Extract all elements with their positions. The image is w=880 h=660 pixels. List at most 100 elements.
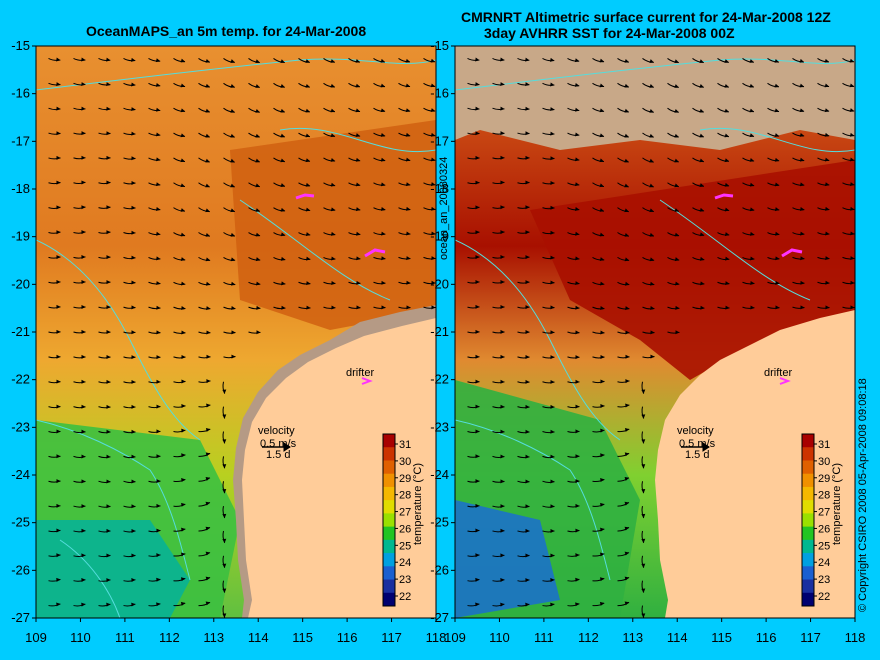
left-velocity-arrowhead xyxy=(131,180,136,185)
left-velocity-arrowhead xyxy=(280,256,286,261)
right-velocity-arrowhead xyxy=(624,232,629,237)
right-x-tick-label: 114 xyxy=(667,630,688,645)
left-velocity-arrowhead xyxy=(156,157,161,162)
left-velocity-arrowhead xyxy=(156,132,161,137)
left-y-tick-label: -25 xyxy=(11,515,30,530)
left-velocity-arrowhead xyxy=(305,232,311,237)
left-colorbar-swatch xyxy=(383,486,395,501)
left-velocity-arrowhead xyxy=(256,305,261,310)
left-colorbar-tick-label: 27 xyxy=(399,507,411,519)
right-velocity-arrowhead xyxy=(475,230,480,235)
left-velocity-arrowhead xyxy=(405,132,411,137)
right-velocity-arrowhead xyxy=(475,205,480,210)
right-colorbar-tick-label: 23 xyxy=(818,574,830,586)
left-velocity-arrowhead xyxy=(181,306,186,310)
left-y-tick-label: -19 xyxy=(11,229,30,244)
right-velocity-arrowhead xyxy=(525,205,530,210)
left-velocity-arrowhead xyxy=(430,157,436,162)
left-velocity-arrowhead xyxy=(255,59,260,64)
right-velocity-arrowhead xyxy=(575,577,580,582)
right-velocity-arrowhead xyxy=(525,429,530,434)
right-velocity-arrowhead xyxy=(475,528,480,533)
right-velocity-arrowhead xyxy=(799,58,804,63)
right-velocity-arrowhead xyxy=(525,305,530,310)
left-velocity-arrowhead xyxy=(106,255,111,260)
right-velocity-arrowhead xyxy=(500,304,505,309)
left-colorbar-swatch xyxy=(383,592,395,607)
right-velocity-arrowhead xyxy=(600,281,605,286)
right-velocity-arrowhead xyxy=(649,59,654,63)
right-velocity-arrowhead xyxy=(575,429,580,434)
left-colorbar-swatch xyxy=(383,500,395,514)
left-velocity-arrowhead xyxy=(256,330,261,335)
right-velocity-arrowhead xyxy=(624,83,629,88)
left-velocity-arrowhead xyxy=(106,82,111,87)
left-velocity-arrowhead xyxy=(330,108,335,113)
right-velocity-arrowhead xyxy=(525,454,530,459)
left-velocity-arrowhead xyxy=(106,280,111,285)
right-velocity-arrowhead xyxy=(575,528,580,533)
right-velocity-arrowhead xyxy=(799,133,805,137)
left-velocity-arrowhead xyxy=(106,602,111,607)
right-colorbar-swatch xyxy=(802,566,814,581)
right-velocity-arrowhead xyxy=(825,182,830,187)
right-velocity-arrowhead xyxy=(600,453,605,458)
left-velocity-arrowhead xyxy=(180,577,186,582)
left-velocity-arrowhead xyxy=(331,231,336,236)
right-velocity-arrowhead xyxy=(475,429,480,434)
right-velocity-arrowhead xyxy=(550,454,555,459)
left-colorbar-swatch xyxy=(383,579,395,594)
right-velocity-arrowhead xyxy=(500,354,505,359)
right-velocity-arrowhead xyxy=(724,108,729,113)
right-velocity-arrowhead xyxy=(599,257,605,262)
left-velocity-arrowhead xyxy=(306,256,311,261)
right-velocity-arrowhead xyxy=(775,207,780,212)
right-velocity-arrows xyxy=(467,57,855,618)
left-velocity-arrowhead xyxy=(330,59,335,63)
left-velocity-arrowhead xyxy=(106,479,111,484)
right-colorbar-swatch xyxy=(802,539,814,554)
right-colorbar: 31 30 29 28 27 26 25 24 23 22 xyxy=(801,433,830,607)
left-velocity-arrowhead xyxy=(331,256,336,261)
left-velocity-arrowhead xyxy=(330,182,336,187)
right-velocity-arrowhead xyxy=(475,180,480,185)
left-velocity-arrowhead xyxy=(230,84,235,88)
right-velocity-arrowhead xyxy=(500,279,505,284)
left-velocity-arrowhead xyxy=(56,329,61,334)
left-velocity-arrowhead xyxy=(380,58,385,63)
right-velocity-arrowhead xyxy=(699,84,704,88)
right-velocity-arrowhead xyxy=(775,231,780,236)
right-velocity-arrowhead xyxy=(674,59,679,64)
left-x-tick-label: 116 xyxy=(337,630,358,645)
left-velocity-arrowhead xyxy=(305,59,310,63)
right-bathymetry-contours xyxy=(455,58,855,581)
left-x-tick-label: 117 xyxy=(381,630,402,645)
right-velocity-arrowhead xyxy=(550,305,555,310)
right-velocity-arrowhead xyxy=(675,330,680,335)
right-velocity-arrowhead xyxy=(700,305,705,310)
left-x-tick-label: 115 xyxy=(292,630,313,645)
right-velocity-arrowhead xyxy=(849,83,855,88)
left-velocity-arrowhead xyxy=(131,255,136,260)
right-velocity-arrowhead xyxy=(774,133,780,138)
right-colorbar-tick-label: 30 xyxy=(818,456,830,468)
right-velocity-arrowhead xyxy=(649,183,654,188)
left-velocity-arrowhead xyxy=(131,528,136,533)
left-velocity-arrowhead xyxy=(406,256,411,261)
left-velocity-arrowhead xyxy=(106,454,111,459)
right-cold-pool xyxy=(455,500,560,618)
right-velocity-arrowhead xyxy=(525,553,530,558)
left-velocity-arrowhead xyxy=(156,553,161,558)
right-velocity-arrowhead xyxy=(550,230,555,235)
left-velocity-arrowhead xyxy=(356,256,361,261)
left-velocity-arrowhead xyxy=(230,257,236,262)
right-velocity-arrowhead xyxy=(525,230,530,235)
left-velocity-arrowhead xyxy=(255,108,260,113)
left-velocity-arrowhead xyxy=(156,577,161,582)
left-velocity-arrowhead xyxy=(106,180,111,185)
left-velocity-arrowhead xyxy=(305,108,310,113)
left-velocity-arrowhead xyxy=(180,133,186,138)
right-velocity-arrowhead xyxy=(624,208,629,213)
left-velocity-arrowhead xyxy=(106,106,111,111)
right-velocity-arrowhead xyxy=(624,257,630,262)
